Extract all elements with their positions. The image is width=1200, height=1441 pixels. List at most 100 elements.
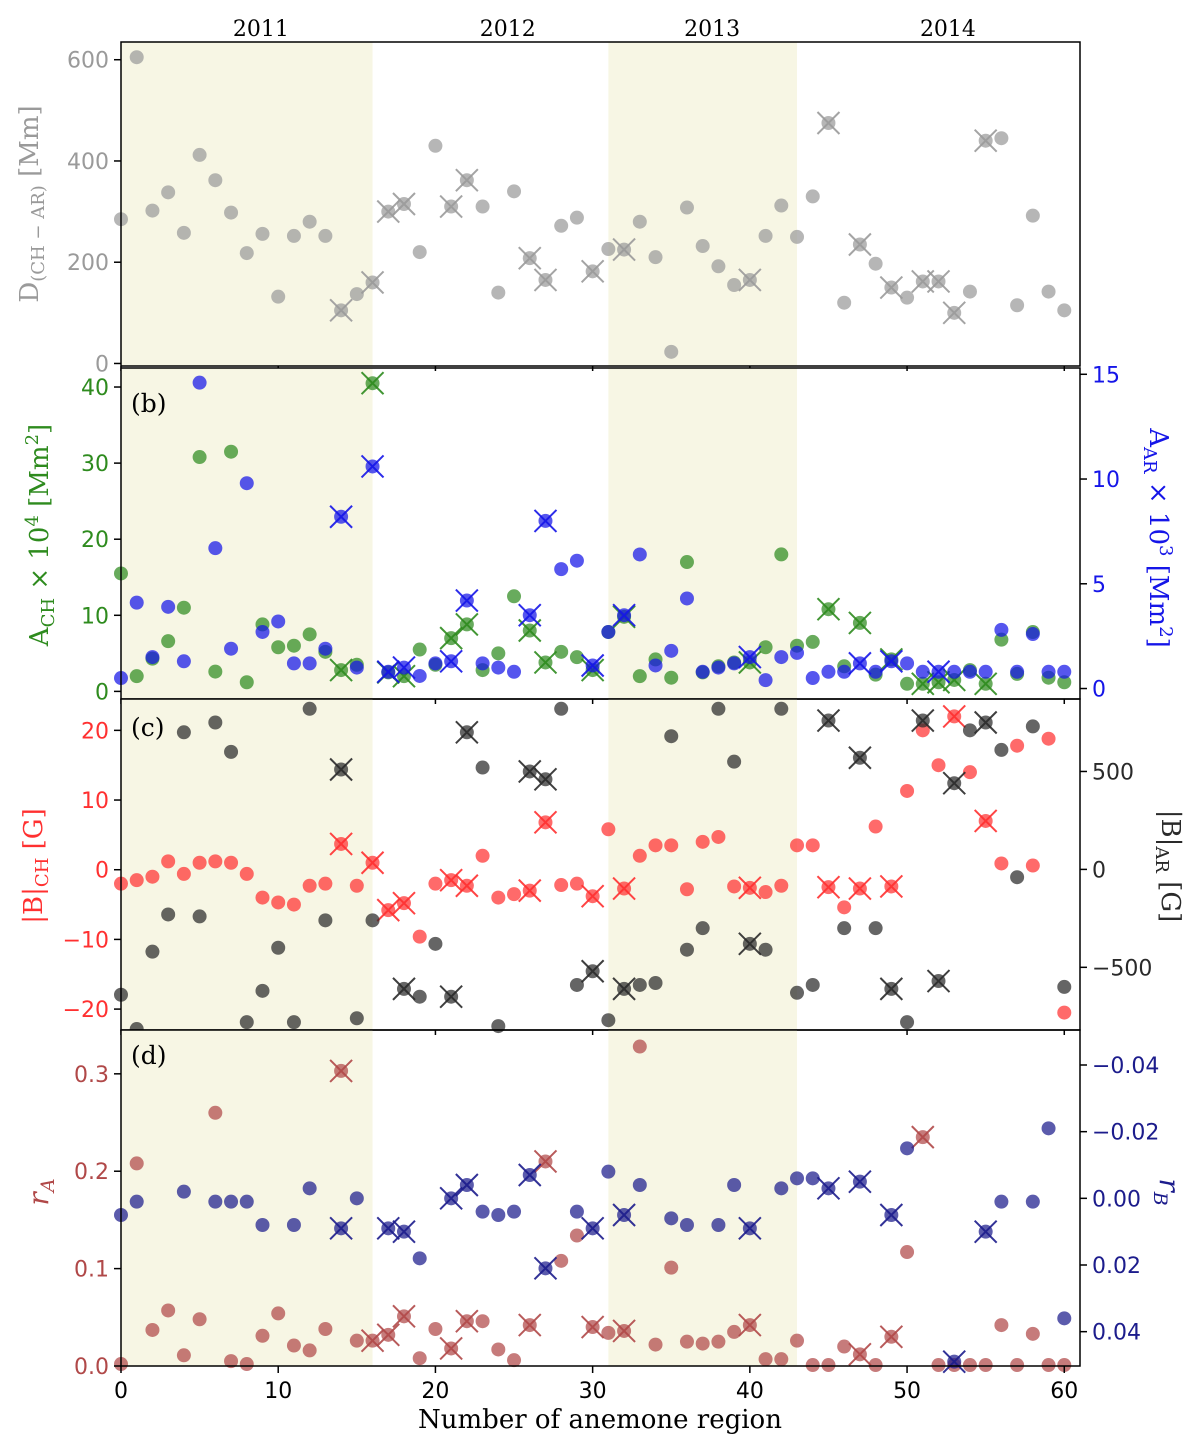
point-b-blue-5 bbox=[192, 375, 207, 390]
point-a-grey-59 bbox=[1041, 284, 1056, 299]
cross-marker-c-black-32 bbox=[612, 977, 636, 1001]
point-a-grey-37 bbox=[695, 239, 710, 254]
point-d-navy-11 bbox=[286, 1218, 301, 1232]
cross-marker-b-green-45 bbox=[816, 597, 841, 621]
point-a-grey-11 bbox=[286, 228, 301, 243]
point-a-grey-15 bbox=[349, 287, 364, 302]
cross-marker-c-red-16 bbox=[360, 851, 385, 875]
point-d-brown-8 bbox=[239, 1357, 254, 1372]
cross-marker-a-grey-49 bbox=[879, 275, 904, 300]
point-b-green-4 bbox=[176, 600, 191, 615]
point-a-grey-44 bbox=[805, 189, 820, 204]
cross-marker-d-brown-32 bbox=[612, 1319, 636, 1343]
point-c-black-42 bbox=[774, 701, 789, 716]
point-a-grey-5 bbox=[192, 147, 207, 162]
point-c-red-58 bbox=[1025, 858, 1040, 873]
y-tick-label-right-b-1: 5 bbox=[1092, 573, 1106, 598]
cross-marker-c-black-18 bbox=[392, 977, 416, 1001]
point-c-red-20 bbox=[428, 876, 443, 891]
panel-b: 0 10 20 30 40 0 5 10 15 bbox=[81, 363, 1120, 705]
point-d-navy-33 bbox=[632, 1178, 647, 1192]
point-b-blue-53 bbox=[947, 664, 962, 679]
y-tick-label-left-c-2: 0 bbox=[95, 859, 109, 884]
cross-marker-a-grey-14 bbox=[329, 298, 353, 323]
cross-marker-a-grey-22 bbox=[455, 168, 479, 192]
point-c-red-25 bbox=[507, 887, 522, 902]
point-d-brown-24 bbox=[491, 1342, 506, 1357]
point-c-black-39 bbox=[727, 754, 742, 769]
cross-marker-b-blue-14 bbox=[329, 505, 353, 529]
point-c-red-31 bbox=[601, 822, 616, 837]
cross-marker-a-grey-27 bbox=[533, 268, 558, 292]
cross-marker-b-blue-30 bbox=[580, 653, 605, 678]
point-b-blue-45 bbox=[821, 664, 836, 679]
point-a-grey-3 bbox=[161, 185, 176, 200]
point-c-black-33 bbox=[632, 977, 647, 992]
panel-label-b: (b) bbox=[131, 389, 167, 418]
cross-marker-b-blue-18 bbox=[392, 655, 416, 680]
cross-marker-c-black-26 bbox=[518, 759, 542, 784]
cross-marker-b-green-18 bbox=[392, 664, 416, 688]
point-b-blue-58 bbox=[1025, 627, 1040, 642]
cross-marker-b-green-22 bbox=[455, 612, 479, 637]
y-tick-label-left-d-2: 0.2 bbox=[74, 1160, 109, 1185]
point-b-blue-4 bbox=[176, 654, 191, 669]
cross-marker-b-blue-17 bbox=[376, 660, 400, 684]
point-c-black-8 bbox=[239, 1015, 254, 1030]
point-a-grey-46 bbox=[837, 295, 852, 310]
point-d-navy-38 bbox=[711, 1218, 726, 1232]
point-d-navy-42 bbox=[774, 1181, 789, 1196]
point-d-brown-43 bbox=[790, 1333, 805, 1348]
point-b-blue-15 bbox=[349, 660, 364, 675]
point-d-brown-35 bbox=[664, 1260, 679, 1275]
cross-marker-b-green-47 bbox=[848, 611, 872, 635]
cross-marker-c-red-21 bbox=[439, 868, 463, 892]
point-c-red-4 bbox=[176, 866, 191, 881]
point-d-navy-35 bbox=[664, 1211, 679, 1226]
cross-marker-c-red-14 bbox=[329, 832, 353, 856]
point-c-black-2 bbox=[145, 944, 160, 959]
point-c-red-44 bbox=[805, 838, 820, 853]
cross-marker-b-green-55 bbox=[973, 672, 998, 696]
cross-marker-d-brown-47 bbox=[848, 1342, 872, 1367]
cross-marker-c-red-18 bbox=[392, 891, 416, 915]
cross-marker-d-navy-45 bbox=[816, 1176, 841, 1201]
point-d-navy-6 bbox=[208, 1194, 223, 1209]
cross-marker-b-green-14 bbox=[329, 658, 353, 682]
point-a-grey-7 bbox=[224, 205, 239, 220]
point-c-red-19 bbox=[412, 929, 427, 944]
point-d-brown-60 bbox=[1057, 1358, 1072, 1373]
year-band-a-0 bbox=[121, 42, 373, 366]
point-d-brown-45 bbox=[821, 1358, 836, 1373]
point-a-grey-39 bbox=[727, 278, 742, 292]
point-c-black-60 bbox=[1057, 979, 1072, 994]
point-d-brown-57 bbox=[1010, 1358, 1025, 1373]
point-c-red-15 bbox=[349, 878, 364, 893]
point-d-brown-12 bbox=[302, 1343, 317, 1358]
point-b-blue-20 bbox=[428, 656, 443, 671]
point-a-grey-4 bbox=[176, 225, 191, 240]
point-c-red-41 bbox=[758, 885, 773, 900]
y-tick-label-left-b-1: 10 bbox=[81, 604, 109, 629]
point-b-blue-7 bbox=[224, 641, 239, 656]
point-b-green-42 bbox=[774, 547, 789, 562]
cross-marker-d-navy-40 bbox=[738, 1216, 762, 1241]
point-c-black-11 bbox=[286, 1015, 301, 1030]
point-b-blue-23 bbox=[475, 656, 490, 671]
cross-marker-c-black-52 bbox=[926, 969, 951, 993]
y-axis-title-c-left: |B|CH [G] bbox=[19, 808, 53, 923]
y-tick-label-left-a-0: 0 bbox=[95, 352, 109, 377]
point-c-red-54 bbox=[962, 765, 977, 780]
point-b-green-8 bbox=[239, 675, 254, 690]
point-c-red-60 bbox=[1057, 1005, 1072, 1020]
point-b-green-19 bbox=[412, 642, 427, 657]
point-d-brown-5 bbox=[192, 1312, 207, 1327]
point-c-red-46 bbox=[837, 900, 852, 915]
point-b-blue-51 bbox=[915, 664, 930, 679]
y-tick-label-left-d-3: 0.3 bbox=[74, 1063, 109, 1088]
point-d-navy-23 bbox=[475, 1204, 490, 1219]
point-c-red-56 bbox=[994, 856, 1009, 871]
point-a-grey-58 bbox=[1025, 208, 1040, 223]
point-b-blue-24 bbox=[491, 660, 506, 675]
